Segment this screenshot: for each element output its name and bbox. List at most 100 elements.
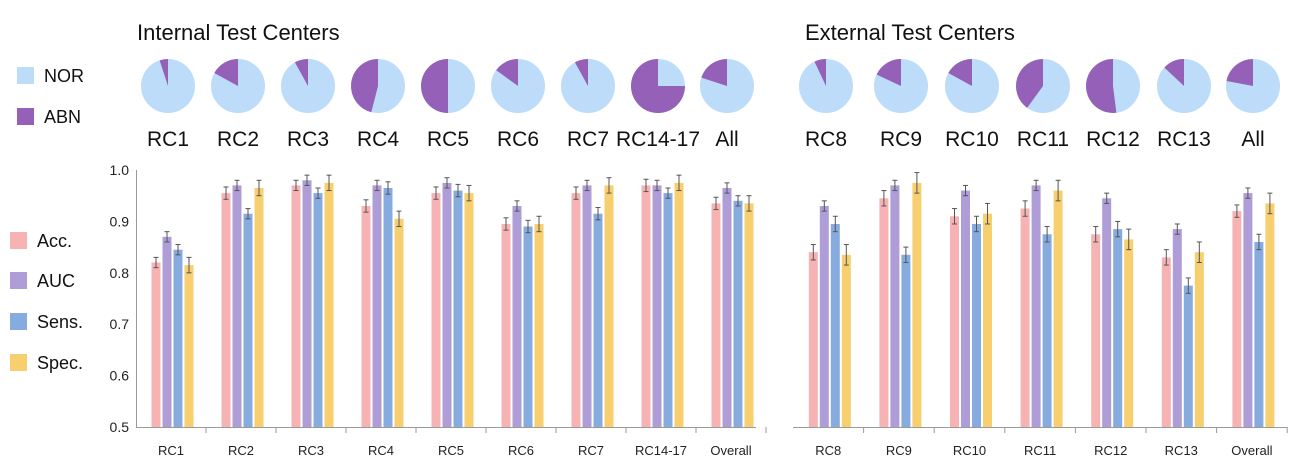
pie-label-external-rc10: RC10 (945, 128, 999, 151)
bar-external-overall-acc (1232, 211, 1242, 427)
error-bar-external-rc10-sens (974, 215, 979, 233)
bar-internal-rc3-sens (313, 193, 323, 427)
error-bar-internal-rc14-17-sens (665, 187, 671, 199)
error-bar-external-rc9-sens (903, 246, 909, 264)
bar-internal-rc5-acc (431, 193, 441, 427)
error-bar-external-rc12-sens (1115, 220, 1121, 238)
pie-internal-rc7: RC7 (561, 59, 615, 151)
error-bar-internal-rc1-auc (164, 231, 170, 243)
bar-internal-rc6-sens (523, 226, 533, 427)
legend-swatch-acc (10, 232, 27, 249)
legend-swatch-auc (10, 272, 27, 289)
error-bar-internal-rc5-acc (433, 186, 439, 200)
x-tick-label-external-overall: Overall (1231, 443, 1272, 458)
bar-external-rc9-spec (912, 182, 922, 427)
pie-slice-abn-external-rc8 (814, 59, 826, 86)
bar-external-overall-sens (1254, 242, 1264, 427)
error-bar-internal-rc3-auc (304, 174, 310, 186)
pie-external-rc8: RC8 (799, 59, 853, 151)
error-bar-external-rc12-acc (1093, 226, 1099, 243)
pie-slice-abn-external-rc13 (1164, 59, 1184, 86)
error-bar-internal-rc6-acc (503, 217, 509, 231)
error-bar-internal-overall-sens (735, 195, 741, 207)
error-bar-external-overall-spec (1267, 192, 1273, 215)
error-bar-external-rc9-acc (881, 190, 887, 207)
bar-internal-rc14-17-sens (663, 193, 673, 427)
error-bar-internal-rc2-spec (256, 179, 262, 197)
bar-internal-rc1-sens (173, 249, 183, 427)
pie-label-external-rc13: RC13 (1157, 128, 1211, 151)
pie-slice-abn-internal-rc6 (496, 59, 518, 86)
bar-external-rc8-sens (830, 224, 840, 427)
x-tick-label-internal-rc1: RC1 (158, 443, 184, 458)
error-bar-external-rc10-auc (963, 184, 968, 197)
error-bar-external-rc10-acc (952, 208, 957, 225)
pie-slice-abn-internal-rc7 (574, 59, 588, 86)
error-bar-internal-rc7-spec (606, 177, 612, 194)
pie-internal-rc6: RC6 (491, 59, 545, 151)
bar-internal-overall-acc (711, 203, 721, 427)
pie-slice-abn-external-rc11 (1016, 59, 1043, 108)
bar-internal-rc1-auc (162, 236, 172, 427)
y-axis: 0.5 0.6 0.7 0.8 0.9 1.0 (110, 162, 130, 435)
error-bar-external-rc13-sens (1185, 277, 1191, 294)
pie-slice-abn-external-rc12 (1086, 59, 1117, 114)
error-bar-internal-rc3-spec (326, 174, 332, 192)
pie-label-internal-rc14-17: RC14-17 (616, 128, 700, 151)
legend-swatch-abn (17, 108, 34, 125)
bar-external-overall-auc (1243, 193, 1253, 427)
error-bar-internal-rc6-sens (525, 219, 531, 234)
error-bar-internal-rc6-auc (514, 200, 520, 212)
error-bar-external-rc13-auc (1174, 223, 1180, 235)
bar-internal-rc6-auc (512, 206, 522, 427)
error-bar-internal-rc7-auc (584, 179, 590, 192)
internal-title: Internal Test Centers (137, 20, 340, 45)
pie-label-external-rc11: RC11 (1017, 128, 1069, 151)
pie-label-internal-rc7: RC7 (567, 128, 609, 151)
bar-external-rc10-sens (972, 224, 981, 427)
error-bar-external-rc11-acc (1022, 200, 1028, 217)
pie-external-all: All (1226, 59, 1280, 151)
legend-swatch-sens (10, 313, 27, 330)
bar-internal-rc3-auc (302, 180, 312, 427)
bar-external-rc11-spec (1053, 190, 1063, 427)
pie-slice-abn-internal-rc1 (159, 59, 168, 86)
pie-internal-rc14-17: RC14-17 (616, 59, 700, 151)
pie-label-internal-rc2: RC2 (217, 128, 259, 151)
error-bar-internal-rc1-spec (186, 256, 192, 274)
bar-external-rc13-sens (1183, 285, 1193, 427)
bar-internal-rc6-acc (501, 224, 511, 427)
pie-internal-all: All (700, 59, 754, 151)
bar-panel-internal: RC1 RC2 RC3 RC4 RC5 RC6 RC7 RC14-17 Overall (136, 170, 767, 458)
bar-external-rc9-acc (879, 198, 889, 427)
pie-label-external-rc12: RC12 (1086, 128, 1140, 151)
bar-external-rc13-spec (1194, 252, 1204, 427)
bar-internal-rc7-spec (604, 185, 614, 427)
bar-internal-rc4-sens (383, 188, 393, 427)
bar-external-rc10-acc (950, 216, 959, 427)
error-bar-external-rc11-sens (1044, 226, 1050, 243)
bar-internal-rc3-acc (291, 185, 301, 427)
bar-internal-overall-spec (744, 203, 754, 427)
bar-external-rc12-spec (1124, 239, 1134, 427)
pie-slice-abn-internal-rc2 (214, 59, 238, 86)
bar-internal-rc2-sens (243, 213, 253, 427)
bar-charts: RC1 RC2 RC3 RC4 RC5 RC6 RC7 RC14-17 Overall RC8 RC… (136, 170, 1288, 458)
bar-internal-overall-sens (733, 200, 743, 427)
bar-internal-rc7-auc (582, 185, 592, 427)
pie-label-internal-rc5: RC5 (427, 128, 469, 151)
bar-external-rc13-auc (1172, 229, 1182, 427)
bar-external-rc8-acc (808, 252, 818, 427)
error-bar-external-rc9-auc (892, 179, 898, 192)
pie-label-internal-rc4: RC4 (357, 128, 399, 151)
y-tick-label-0-7: 0.7 (110, 316, 130, 332)
bar-external-rc8-auc (819, 206, 829, 427)
error-bar-internal-rc1-acc (153, 256, 159, 269)
x-tick-label-external-rc11: RC11 (1024, 443, 1056, 458)
bar-external-rc10-spec (983, 213, 992, 427)
pie-slice-abn-internal-rc14-17 (631, 59, 685, 113)
bar-internal-rc2-spec (254, 188, 264, 427)
error-bar-internal-rc3-sens (315, 187, 321, 199)
legend-swatch-nor (17, 67, 34, 84)
